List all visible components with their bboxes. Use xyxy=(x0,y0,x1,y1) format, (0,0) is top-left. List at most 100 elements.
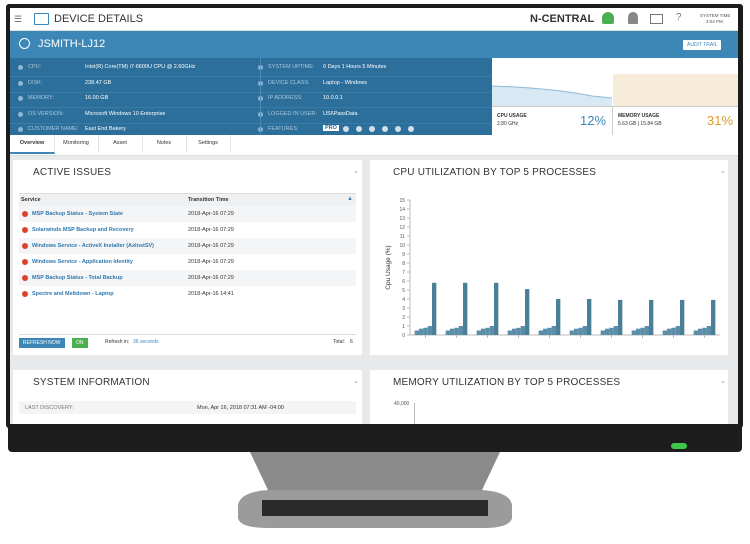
user-icon[interactable] xyxy=(628,12,638,24)
status-icon xyxy=(22,211,28,217)
status-icon xyxy=(22,227,28,233)
sort-icon[interactable]: ▲ xyxy=(347,196,353,202)
bar xyxy=(485,327,490,335)
bar xyxy=(525,289,530,335)
panel-menu[interactable]: ⌄ xyxy=(353,168,359,175)
panel-menu[interactable]: ⌄ xyxy=(720,168,726,175)
gauge-graphs xyxy=(492,74,738,106)
panel-menu[interactable]: ⌄ xyxy=(353,378,359,385)
bar xyxy=(666,328,672,335)
y-tick-label: 40,000 xyxy=(394,401,410,407)
info-icon xyxy=(18,127,23,132)
stand-slot xyxy=(262,500,488,516)
issue-service[interactable]: Windows Service - ActiveX Installer (AxI… xyxy=(32,243,155,249)
y-axis xyxy=(414,403,415,424)
bar xyxy=(454,327,459,335)
tab[interactable]: Notes xyxy=(142,135,187,152)
refresh-button[interactable]: REFRESH NOW xyxy=(19,338,65,348)
tab[interactable]: Overview xyxy=(10,135,55,154)
issue-time: 2018-Apr-16 14:41 xyxy=(188,291,234,297)
issue-row: MSP Backup Status - Total Backup 2018-Apr… xyxy=(19,270,356,286)
tab[interactable]: Settings xyxy=(186,135,231,152)
bar xyxy=(600,330,605,335)
bar xyxy=(578,327,583,335)
info-label: OS VERSION: xyxy=(28,110,64,117)
memory-graph xyxy=(613,74,738,106)
bar xyxy=(494,282,499,335)
info-label: MEMORY: xyxy=(28,95,54,101)
info-value: Microsoft Windows 10 Enterprise xyxy=(85,110,166,117)
info-row-bg xyxy=(10,92,260,108)
y-tick-label: 2 xyxy=(402,315,405,321)
auto-refresh-toggle[interactable]: ON xyxy=(72,338,88,348)
y-tick-label: 10 xyxy=(399,243,405,249)
bar xyxy=(613,326,619,335)
status-icon xyxy=(22,275,28,281)
info-value: Laptop - Windows xyxy=(323,79,368,86)
info-value: USI\PassData xyxy=(323,110,358,117)
info-icon xyxy=(18,65,23,70)
bezel xyxy=(8,420,742,452)
bar xyxy=(711,299,716,335)
help-icon[interactable]: ? xyxy=(676,12,682,23)
bar xyxy=(445,330,450,335)
issues-footer: REFRESH NOW ON Refresh in: 36 seconds To… xyxy=(19,334,356,349)
collapse-icon[interactable] xyxy=(19,38,30,49)
issue-row: Windows Service - ActiveX Installer (AxI… xyxy=(19,238,356,254)
y-tick-label: 1 xyxy=(402,324,405,330)
active-issues-panel: ACTIVE ISSUES ⌄ Service Transition Time … xyxy=(13,160,362,355)
tab-bar: Overview Monitoring Asset Notes Settings xyxy=(10,135,738,156)
issue-time: 2018-Apr-16 07:29 xyxy=(188,227,234,233)
logout-icon[interactable] xyxy=(650,14,663,24)
info-label: LOGGED IN USER: xyxy=(268,110,317,117)
y-tick-label: 9 xyxy=(402,252,405,258)
bar xyxy=(516,327,521,335)
info-row-bg xyxy=(260,61,492,77)
bar xyxy=(427,326,433,335)
menu-icon[interactable]: ☰ xyxy=(14,14,23,24)
issue-service[interactable]: MSP Backup Status - Total Backup xyxy=(32,275,123,281)
bar xyxy=(693,330,698,335)
issue-service[interactable]: Spectre and Meltdown - Laptop xyxy=(32,291,114,297)
bar xyxy=(520,326,526,335)
memory-gauge-detail: 5.63 GB | 15.84 GB xyxy=(618,121,662,127)
bar xyxy=(675,326,681,335)
info-value: Intel(R) Core(TM) i7-6600U CPU @ 2.60GHz xyxy=(85,64,196,70)
table-header: Service Transition Time ▲ xyxy=(19,193,356,206)
bar xyxy=(609,327,614,335)
total-label: Total: xyxy=(333,339,345,345)
status-icon xyxy=(22,291,28,297)
issue-time: 2018-Apr-16 07:29 xyxy=(188,243,234,249)
bar xyxy=(480,328,486,335)
tab[interactable]: Monitoring xyxy=(54,135,99,152)
top-bar: ☰ DEVICE DETAILS N-CENTRAL ? SYSTEM TIME… xyxy=(10,8,738,31)
device-info: CPU: Intel(R) Core(TM) i7-6600U CPU @ 2.6… xyxy=(10,58,492,139)
refresh-label: Refresh in: xyxy=(105,339,130,345)
panel-menu[interactable]: ⌄ xyxy=(720,378,726,385)
panel-title: MEMORY UTILIZATION BY TOP 5 PROCESSES xyxy=(393,377,621,388)
audit-trail-button[interactable]: AUDIT TRAIL xyxy=(683,40,722,50)
cpu-graph-line xyxy=(492,85,613,99)
bar xyxy=(476,330,481,335)
y-tick-label: 11 xyxy=(400,234,405,240)
tab[interactable]: Asset xyxy=(98,135,143,152)
alert-icon[interactable] xyxy=(602,12,614,24)
info-label: DEVICE CLASS: xyxy=(268,79,310,86)
brand: N-CENTRAL xyxy=(530,13,595,25)
issue-service[interactable]: Solarwinds MSP Backup and Recovery xyxy=(32,227,134,233)
bar xyxy=(538,330,543,335)
info-value: PRO xyxy=(323,125,339,131)
info-label: CUSTOMER NAME: xyxy=(28,126,79,132)
info-value: East End Bakery xyxy=(85,126,126,132)
info-row-bg xyxy=(10,61,260,77)
device-header: JSMITH-LJ12 AUDIT TRAIL xyxy=(10,31,738,58)
info-value: 238.47 GB xyxy=(85,79,112,86)
issue-service[interactable]: Windows Service - Application Identity xyxy=(32,259,133,265)
info-icon xyxy=(18,80,23,86)
issue-service[interactable]: MSP Backup Status - System State xyxy=(32,211,123,217)
memory-gauge: MEMORY USAGE 5.63 GB | 15.84 GB 31% xyxy=(613,106,738,136)
y-tick-label: 15 xyxy=(399,198,405,204)
y-tick-label: 12 xyxy=(399,225,405,231)
y-tick-label: 3 xyxy=(402,306,405,312)
